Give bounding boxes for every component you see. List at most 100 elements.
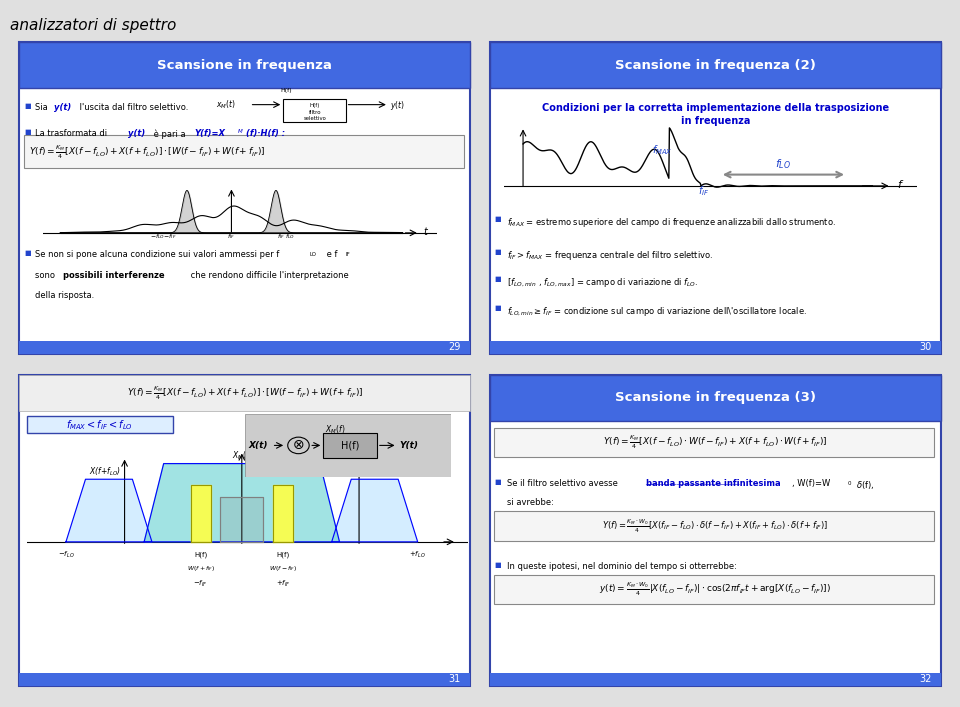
- Text: della risposta.: della risposta.: [35, 291, 94, 300]
- FancyBboxPatch shape: [490, 375, 941, 686]
- FancyBboxPatch shape: [24, 135, 464, 168]
- Text: $W(f-f_{IF})$: $W(f-f_{IF})$: [269, 563, 297, 573]
- Text: Sia: Sia: [35, 103, 50, 112]
- Text: $-f_{IF}$: $-f_{IF}$: [194, 578, 208, 588]
- Text: t: t: [423, 227, 427, 237]
- Text: H(f): H(f): [341, 440, 359, 450]
- Text: $y(t) = \frac{K_M \cdot W_0}{4}\left|X(f_{LO}-f_{IF})\right|\cdot\cos(2\pi f_{IF: $y(t) = \frac{K_M \cdot W_0}{4}\left|X(f…: [599, 581, 831, 598]
- Polygon shape: [66, 479, 152, 542]
- Text: In queste ipotesi, nel dominio del tempo si otterrebbe:: In queste ipotesi, nel dominio del tempo…: [507, 562, 736, 571]
- Text: ___________________________: ___________________________: [645, 479, 739, 485]
- Text: ■: ■: [494, 216, 501, 221]
- Text: $x_M(t)$: $x_M(t)$: [216, 99, 236, 112]
- FancyBboxPatch shape: [19, 42, 470, 88]
- Text: $\delta$(f),: $\delta$(f),: [856, 479, 875, 491]
- Text: X(t): X(t): [249, 441, 269, 450]
- FancyBboxPatch shape: [494, 575, 934, 604]
- Text: $Y(f) = \frac{K_M}{4}\left[X(f-f_{LO})+X(f+f_{LO})\right]\cdot\left[W(f-f_{IF})+: $Y(f) = \frac{K_M}{4}\left[X(f-f_{LO})+X…: [127, 385, 363, 402]
- Text: (f)·H(f) :: (f)·H(f) :: [246, 129, 285, 139]
- Text: $Y(f) = \frac{K_M}{4}\left[X(f-f_{LO})\cdot W(f-f_{IF})+X(f+f_{LO})\cdot W(f+f_{: $Y(f) = \frac{K_M}{4}\left[X(f-f_{LO})\c…: [603, 434, 828, 451]
- Text: ■: ■: [24, 250, 31, 255]
- Text: $Y(f) = \frac{K_M}{4}\left[X(f-f_{LO})+X(f+f_{LO})\right]\cdot\left[W(f-f_{IF})+: $Y(f) = \frac{K_M}{4}\left[X(f-f_{LO})+X…: [29, 144, 265, 160]
- Text: $y(t)$: $y(t)$: [390, 99, 405, 112]
- Text: e f: e f: [324, 250, 337, 259]
- Text: $\otimes$: $\otimes$: [292, 438, 304, 452]
- Text: sono: sono: [35, 271, 58, 280]
- FancyBboxPatch shape: [19, 375, 470, 411]
- FancyBboxPatch shape: [19, 341, 470, 354]
- FancyBboxPatch shape: [490, 42, 941, 354]
- Text: analizzatori di spettro: analizzatori di spettro: [10, 18, 176, 33]
- Text: $+f_{IF}$: $+f_{IF}$: [276, 578, 290, 588]
- Text: selettivo: selettivo: [303, 116, 326, 121]
- Text: Se non si pone alcuna condizione sui valori ammessi per f: Se non si pone alcuna condizione sui val…: [35, 250, 279, 259]
- Text: $X_M(f)$: $X_M(f)$: [325, 423, 346, 436]
- Polygon shape: [273, 485, 293, 542]
- Text: si avrebbe:: si avrebbe:: [507, 498, 554, 508]
- FancyBboxPatch shape: [490, 375, 941, 421]
- Text: y(t): y(t): [128, 129, 145, 139]
- FancyBboxPatch shape: [19, 673, 470, 686]
- Text: $W(f+f_{IF})$: $W(f+f_{IF})$: [186, 563, 215, 573]
- FancyBboxPatch shape: [490, 42, 941, 88]
- Text: $-f_{LO}$$-f_{IF}$: $-f_{LO}$$-f_{IF}$: [150, 233, 177, 241]
- Text: IF: IF: [346, 252, 350, 257]
- Text: $f_{MAX}$ = estremo superiore del campo di frequenze analizzabili dallo strument: $f_{MAX}$ = estremo superiore del campo …: [507, 216, 836, 228]
- Text: H(f): H(f): [276, 551, 290, 558]
- Text: $f_{IF}$: $f_{IF}$: [228, 233, 235, 241]
- Text: f: f: [898, 180, 901, 189]
- FancyBboxPatch shape: [490, 673, 941, 686]
- Polygon shape: [221, 496, 263, 542]
- Text: H(f): H(f): [280, 88, 292, 93]
- FancyBboxPatch shape: [494, 511, 934, 541]
- Text: ■: ■: [24, 103, 31, 108]
- Bar: [324, 433, 377, 458]
- Text: l'uscita dal filtro selettivo.: l'uscita dal filtro selettivo.: [77, 103, 188, 112]
- Text: che rendono difficile l'interpretazione: che rendono difficile l'interpretazione: [188, 271, 348, 280]
- Polygon shape: [191, 485, 210, 542]
- Text: $X_M(f)$: $X_M(f)$: [231, 450, 252, 462]
- Text: $f_{IF}$: $f_{IF}$: [698, 184, 709, 198]
- Text: ■: ■: [494, 276, 501, 281]
- Text: $f_{MAX}$: $f_{MAX}$: [653, 144, 673, 157]
- Text: ■: ■: [494, 249, 501, 255]
- Text: $Y(f) = \frac{K_M \cdot W_0}{4}\left[X(f_{IF}-f_{LO})\cdot\delta(f-f_{IF})+X(f_{: $Y(f) = \frac{K_M \cdot W_0}{4}\left[X(f…: [602, 518, 828, 534]
- Text: Se il filtro selettivo avesse: Se il filtro selettivo avesse: [507, 479, 620, 488]
- Polygon shape: [144, 464, 340, 542]
- Text: $+f_{LO}$: $+f_{LO}$: [409, 549, 426, 560]
- FancyBboxPatch shape: [494, 428, 934, 457]
- Text: [$f_{LO,min}$ , $f_{LO,max}$] = campo di variazione di $f_{LO}$.: [$f_{LO,min}$ , $f_{LO,max}$] = campo di…: [507, 276, 698, 288]
- FancyBboxPatch shape: [27, 416, 173, 433]
- Text: filtro: filtro: [308, 110, 322, 115]
- Text: y(t): y(t): [54, 103, 71, 112]
- Text: 30: 30: [919, 342, 931, 352]
- Text: banda passante infinitesima: banda passante infinitesima: [646, 479, 780, 488]
- Text: $f_{MAX}<f_{IF}<f_{LO}$: $f_{MAX}<f_{IF}<f_{LO}$: [66, 418, 133, 432]
- Text: ■: ■: [24, 129, 31, 135]
- Text: Scansione in frequenza (3): Scansione in frequenza (3): [614, 391, 816, 404]
- Text: X(f-$f_{LO}$): X(f-$f_{LO}$): [365, 465, 393, 477]
- Text: Scansione in frequenza: Scansione in frequenza: [157, 59, 332, 72]
- Text: $f_{LO}$: $f_{LO}$: [776, 157, 791, 171]
- Text: $f_{IF}$ $f_{LO}$: $f_{IF}$ $f_{LO}$: [277, 233, 296, 241]
- Text: 31: 31: [448, 674, 461, 684]
- Text: ■: ■: [494, 479, 501, 484]
- FancyBboxPatch shape: [283, 99, 346, 122]
- Text: ■: ■: [494, 562, 501, 568]
- Text: 32: 32: [919, 674, 931, 684]
- Text: H(f): H(f): [194, 551, 207, 558]
- Text: Y(t): Y(t): [399, 441, 419, 450]
- Text: H(f): H(f): [310, 103, 320, 107]
- Text: Y(f)=X: Y(f)=X: [195, 129, 226, 139]
- Text: Condizioni per la corretta implementazione della trasposizione
in frequenza: Condizioni per la corretta implementazio…: [541, 103, 889, 126]
- Text: Scansione in frequenza (2): Scansione in frequenza (2): [614, 59, 816, 72]
- Text: $f_{LO,min} \geq f_{IF}$ = condizione sul campo di variazione dell\'oscillatore : $f_{LO,min} \geq f_{IF}$ = condizione su…: [507, 305, 807, 318]
- Polygon shape: [332, 479, 418, 542]
- Text: X(f+$f_{LO}$): X(f+$f_{LO}$): [89, 465, 121, 477]
- FancyBboxPatch shape: [19, 375, 470, 686]
- FancyBboxPatch shape: [19, 42, 470, 354]
- Text: ■: ■: [494, 305, 501, 311]
- Text: 0: 0: [848, 481, 852, 486]
- Text: LO: LO: [309, 252, 316, 257]
- Text: La trasformata di: La trasformata di: [35, 129, 109, 139]
